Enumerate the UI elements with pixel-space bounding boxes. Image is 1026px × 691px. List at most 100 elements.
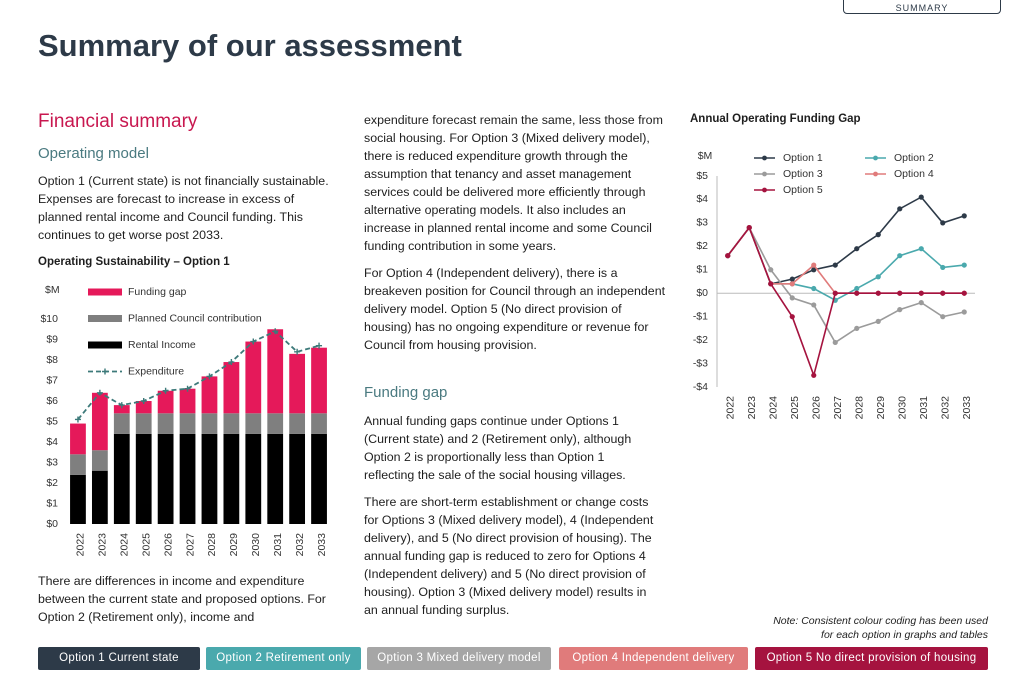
point-marker [918, 290, 924, 296]
y-tick-label: -$2 [693, 334, 708, 346]
bar-segment [179, 433, 196, 524]
x-tick-label: 2030 [897, 396, 909, 420]
point-marker [184, 385, 191, 392]
legend-label: Option 3 [783, 168, 823, 180]
y-tick-label: $2 [46, 477, 58, 489]
legend-swatch [762, 187, 767, 193]
bar-segment [70, 454, 86, 475]
point-marker [811, 302, 817, 308]
bar-segment [70, 474, 86, 524]
paragraph: Option 1 (Current state) is not financia… [38, 174, 329, 242]
point-marker [746, 224, 752, 231]
x-tick-label: 2025 [789, 396, 801, 420]
bar-segment [179, 413, 196, 434]
y-tick-label: -$3 [693, 357, 708, 369]
y-tick-label: -$4 [693, 381, 708, 393]
legend-label: Expenditure [128, 365, 184, 377]
point-marker [854, 290, 860, 296]
paragraph: expenditure forecast remain the same, le… [364, 113, 663, 253]
point-marker [811, 267, 817, 273]
y-tick-label: $4 [696, 193, 708, 205]
bar-segment [135, 413, 152, 434]
point-marker [832, 339, 838, 346]
bar-segment [91, 470, 108, 524]
point-marker [854, 246, 860, 252]
bar-segment [113, 433, 130, 524]
bar-segment [157, 413, 174, 434]
point-marker [940, 220, 946, 226]
point-marker [961, 290, 967, 296]
legend-swatch [762, 155, 767, 161]
legend-swatch [873, 155, 878, 161]
bar-segment [113, 413, 130, 434]
y-tick-label: $5 [696, 170, 708, 182]
point-marker [725, 253, 731, 259]
option-chip: Option 1 Current state [38, 647, 200, 670]
y-tick-label: $0 [696, 287, 708, 299]
point-marker [940, 264, 946, 271]
point-marker [206, 373, 213, 380]
x-tick-label: 2027 [184, 533, 196, 557]
note: Note: Consistent colour coding has been … [773, 614, 988, 642]
point-marker [832, 290, 838, 296]
series-line [727, 225, 965, 378]
x-tick-label: 2030 [250, 533, 262, 557]
legend-label: Option 5 [783, 184, 823, 196]
point-marker [789, 295, 795, 301]
bar-segment [157, 390, 174, 414]
point-marker [854, 325, 860, 331]
section-tab: SUMMARY [843, 0, 1001, 14]
legend-swatch [88, 315, 122, 322]
option-chip: Option 4 Independent delivery [559, 647, 748, 670]
point-marker [897, 253, 903, 259]
chart-title: Annual Operating Funding Gap [690, 113, 861, 125]
y-tick-label: $5 [46, 415, 58, 427]
point-marker [811, 285, 817, 292]
point-marker [875, 274, 881, 280]
option-chip: Option 2 Retirement only [206, 647, 361, 670]
point-marker [940, 314, 946, 320]
point-marker [811, 372, 817, 378]
page-title: Summary of our assessment [38, 28, 462, 63]
subheading: Funding gap [364, 384, 448, 401]
paragraph: There are short-term establishment or ch… [364, 495, 654, 617]
point-marker [768, 281, 774, 287]
point-marker [118, 402, 125, 409]
y-tick-label: $10 [40, 313, 58, 325]
legend-swatch [88, 288, 122, 296]
point-marker [140, 398, 147, 404]
y-tick-label: $1 [696, 264, 708, 276]
paragraph: For Option 4 (Independent delivery), the… [364, 266, 666, 352]
point-marker [918, 300, 924, 306]
option-chip: Option 3 Mixed delivery model [367, 647, 551, 670]
point-marker [897, 290, 903, 296]
x-tick-label: 2027 [832, 396, 844, 420]
bar-segment [245, 341, 262, 414]
x-tick-label: 2031 [918, 396, 930, 420]
bar-segment [267, 329, 284, 414]
bar-segment [201, 413, 218, 434]
y-tick-label: $8 [46, 354, 58, 366]
y-tick-label: $6 [46, 395, 58, 407]
bar-segment [223, 362, 240, 414]
point-marker [875, 318, 881, 324]
series-line [727, 196, 965, 285]
point-marker [294, 348, 301, 355]
axis-unit: $M [45, 284, 60, 296]
point-marker [250, 338, 257, 345]
series-line [727, 226, 965, 344]
point-marker [832, 262, 838, 268]
legend-label: Funding gap [128, 286, 187, 298]
bar-segment [311, 413, 327, 434]
x-tick-label: 2022 [75, 533, 87, 557]
point-marker [789, 314, 795, 320]
point-marker [897, 206, 903, 212]
point-marker [940, 290, 946, 296]
legend-swatch [762, 171, 767, 177]
y-tick-label: $3 [696, 217, 708, 229]
x-tick-label: 2028 [206, 533, 218, 557]
legend-swatch [102, 368, 108, 375]
bar-segment [267, 433, 284, 524]
option-chip: Option 5 No direct provision of housing [755, 647, 988, 670]
bar-segment [179, 388, 196, 414]
